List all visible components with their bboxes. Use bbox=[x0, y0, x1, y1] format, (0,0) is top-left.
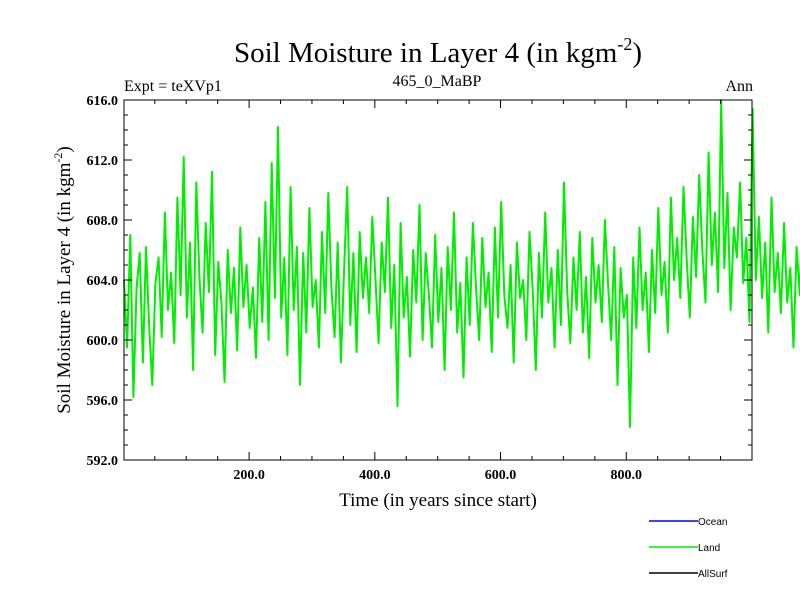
subtitle-period: 465_0_MaBP bbox=[393, 73, 482, 90]
y-axis-label: Soil Moisture in Layer 4 (in kgm-2) bbox=[51, 146, 75, 414]
x-tick-label: 600.0 bbox=[485, 468, 517, 483]
x-axis-label: Time (in years since start) bbox=[339, 490, 537, 511]
x-tick-label: 800.0 bbox=[611, 468, 643, 483]
y-axis-label-end: ) bbox=[54, 146, 75, 152]
x-axis: 200.0 400.0 600.0 800.0 bbox=[154, 100, 722, 483]
legend: Ocean Land AllSurf bbox=[649, 517, 728, 580]
chart-title-superscript: -2 bbox=[617, 34, 632, 54]
y-tick-label: 600.0 bbox=[87, 334, 119, 349]
subtitle-experiment: Expt = teXVp1 bbox=[124, 78, 222, 95]
y-tick-label: 616.0 bbox=[87, 94, 119, 109]
subtitle-season: Ann bbox=[725, 78, 753, 95]
series-line-land bbox=[123, 99, 800, 428]
y-tick-label: 592.0 bbox=[87, 454, 119, 469]
y-tick-label: 596.0 bbox=[87, 394, 119, 409]
y-axis: 592.0 596.0 600.0 604.0 608.0 612.0 616.0 bbox=[87, 94, 752, 469]
legend-label-land: Land bbox=[698, 543, 720, 554]
series-group bbox=[123, 99, 800, 428]
legend-label-ocean: Ocean bbox=[698, 517, 727, 528]
y-tick-label: 604.0 bbox=[87, 274, 119, 289]
y-axis-label-superscript: -2 bbox=[51, 153, 65, 163]
x-tick-label: 200.0 bbox=[233, 468, 265, 483]
chart-title: Soil Moisture in Layer 4 (in kgm-2) bbox=[234, 34, 642, 69]
legend-label-allsurf: AllSurf bbox=[698, 569, 728, 580]
y-tick-label: 612.0 bbox=[87, 154, 119, 169]
x-tick-label: 400.0 bbox=[359, 468, 391, 483]
chart-title-end: ) bbox=[632, 37, 642, 69]
y-tick-label: 608.0 bbox=[87, 214, 119, 229]
